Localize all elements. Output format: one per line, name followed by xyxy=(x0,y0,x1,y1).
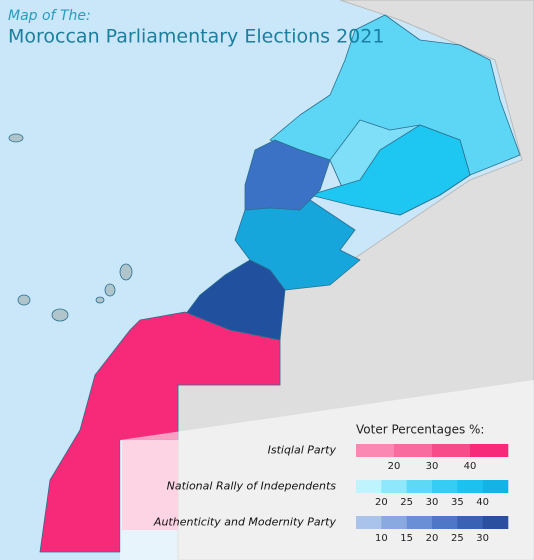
swatch xyxy=(432,516,458,529)
swatch xyxy=(356,516,382,529)
scale-label: 25 xyxy=(400,497,413,508)
scale-label: 20 xyxy=(388,461,401,472)
party-name: Istiqlal Party xyxy=(268,444,337,457)
swatch xyxy=(470,444,509,457)
scale-label: 40 xyxy=(464,461,477,472)
scale-label: 25 xyxy=(451,533,464,544)
swatch xyxy=(482,516,509,529)
title: Moroccan Parliamentary Elections 2021 xyxy=(8,26,384,48)
swatch xyxy=(482,480,509,493)
region-east xyxy=(309,124,471,216)
legend-panel xyxy=(120,380,534,560)
swatch xyxy=(406,480,433,493)
islands xyxy=(8,133,133,322)
party-name: National Rally of Independents xyxy=(167,480,337,493)
swatch xyxy=(381,516,407,529)
scale-label: 40 xyxy=(476,497,489,508)
scale-label: 10 xyxy=(375,533,388,544)
subtitle: Map of The: xyxy=(8,8,91,24)
swatch xyxy=(432,444,471,457)
swatch xyxy=(381,480,407,493)
scale-label: 15 xyxy=(400,533,413,544)
swatch xyxy=(356,444,395,457)
scale-label: 30 xyxy=(426,497,439,508)
region-central xyxy=(244,139,331,211)
scale-label: 30 xyxy=(426,461,439,472)
scale-label: 35 xyxy=(451,497,464,508)
swatch xyxy=(457,480,483,493)
swatch xyxy=(457,516,483,529)
scale-label: 20 xyxy=(375,497,388,508)
party-name: Authenticity and Modernity Party xyxy=(153,516,337,529)
swatch xyxy=(432,480,458,493)
swatch xyxy=(356,480,382,493)
legend-title: Voter Percentages %: xyxy=(356,423,484,437)
scale-label: 20 xyxy=(426,533,439,544)
swatch xyxy=(394,444,433,457)
swatch xyxy=(406,516,433,529)
legend: Istiqlal Party 20 30 40 National Rally of In… xyxy=(153,444,509,544)
scale-label: 30 xyxy=(476,533,489,544)
